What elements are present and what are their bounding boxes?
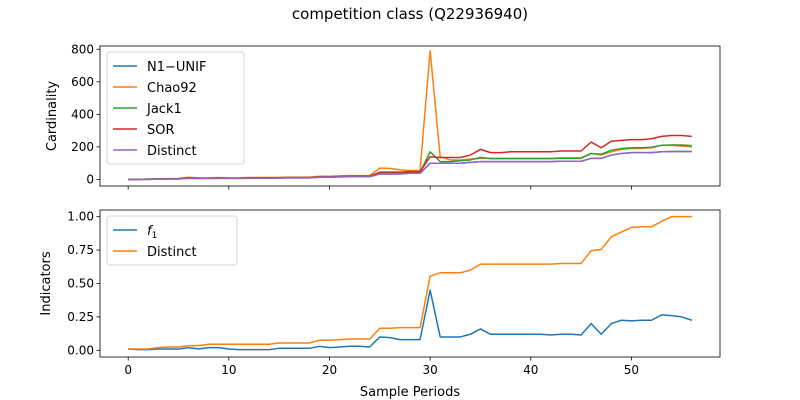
y-tick-label: 0.00 [67,343,94,357]
legend-label: SOR [147,123,175,138]
x-tick-label: 10 [221,363,236,377]
y-tick-label: 1.00 [67,210,94,224]
legend-box [106,215,238,266]
y-tick-label: 400 [71,107,94,121]
panel-indicators: 0 10 20 30 40 50 0.00 0.25 0.50 0.75 1.00 Indicator… [39,209,721,377]
y-axis-label: Cardinality [45,81,60,152]
legend-label: Jack1 [146,102,182,117]
y-axis-label: Indicators [39,251,54,315]
legend-label: f1 [147,224,157,241]
figure-title: competition class (Q22936940) [292,5,528,23]
x-tick-label: 50 [624,363,639,377]
legend-label: Distinct [147,245,197,260]
legend-label: Chao92 [147,81,197,96]
y-tick-label: 800 [71,42,94,56]
legend-box [106,51,245,165]
legend-label: Distinct [147,144,197,159]
legend-label: N1−UNIF [147,60,206,75]
x-tick-label: 20 [322,363,337,377]
y-tick-label: 0.25 [67,310,94,324]
legend: N1−UNIF Chao92 Jack1 SOR Distinct [106,51,245,165]
x-axis-label: Sample Periods [360,385,460,400]
legend: f1 Distinct [106,215,238,266]
x-tick-label: 30 [422,363,437,377]
series-line-0-4 [128,150,692,181]
x-tick-label: 40 [523,363,538,377]
y-tick-label: 0 [86,172,94,186]
series-line-1-0 [128,289,693,351]
panel-cardinality: 0 200 400 600 800 Cardinality N1−UNIF Chao92 Jac… [45,42,721,190]
series-line-1-1 [128,215,692,350]
y-tick-label: 200 [71,140,94,154]
x-tick-label: 0 [124,363,132,377]
y-tick-label: 0.50 [67,277,94,291]
y-tick-label: 0.75 [67,243,94,257]
plot-frame [99,45,721,187]
y-tick-label: 600 [71,75,94,89]
